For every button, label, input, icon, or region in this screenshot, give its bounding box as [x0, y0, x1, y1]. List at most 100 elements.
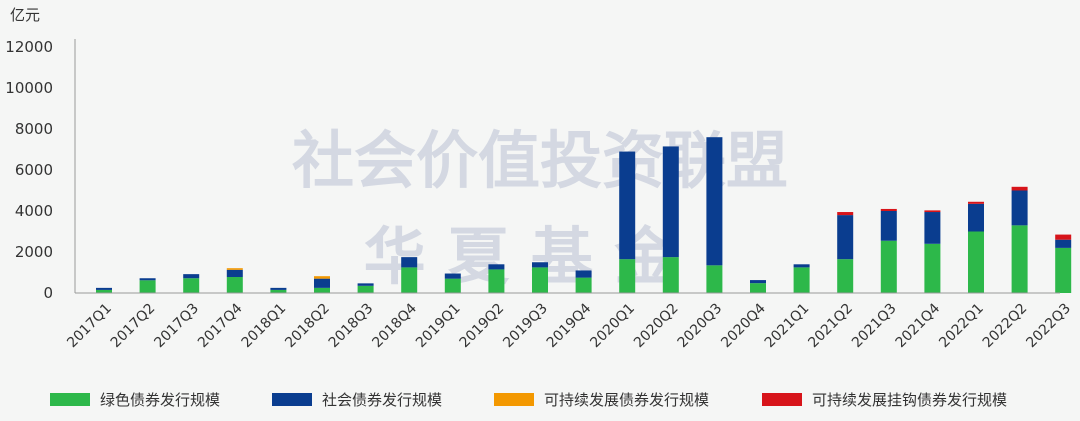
- legend: 绿色债券发行规模 社会债券发行规模 可持续发展债券发行规模 可持续发展挂钩债券发行规模: [50, 391, 1007, 409]
- bar-segment-series-0-2019Q3: [532, 267, 548, 293]
- bar-segment-series-0-2018Q2: [314, 287, 330, 293]
- y-tick-label: 6000: [15, 161, 53, 179]
- x-tick-label: 2022Q3: [1023, 301, 1074, 352]
- bar-segment-series-0-2022Q2: [1011, 225, 1028, 293]
- bar-segment-series-1-2019Q3: [532, 262, 548, 268]
- unit-label: 亿元: [10, 6, 40, 24]
- bar-segment-series-0-2022Q3: [1055, 247, 1072, 293]
- y-tick-label: 0: [43, 284, 53, 302]
- x-tick-label: 2018Q4: [369, 300, 420, 351]
- x-tick-label: 2021Q1: [762, 301, 813, 352]
- bar-segment-series-1-2019Q2: [488, 264, 505, 270]
- x-tick-label: 2021Q4: [893, 300, 944, 351]
- bar-segment-series-2-2018Q2: [314, 276, 330, 279]
- legend-swatch-3: [762, 393, 802, 406]
- x-tick-label: 2021Q3: [849, 301, 900, 352]
- bar-segment-series-0-2020Q2: [662, 257, 679, 293]
- bar-segment-series-1-2017Q4: [226, 269, 243, 278]
- bar-segment-series-0-2020Q3: [706, 265, 723, 293]
- x-tick-label: 2017Q3: [151, 301, 202, 352]
- legend-label-1: 社会债券发行规模: [322, 391, 442, 409]
- bar-segment-series-0-2018Q3: [357, 285, 374, 293]
- bar-segment-series-1-2020Q2: [662, 146, 679, 258]
- bar-segment-series-1-2019Q4: [575, 270, 592, 278]
- bar-segment-series-3-2021Q4: [924, 210, 941, 213]
- bar-segment-series-3-2021Q2: [837, 212, 854, 216]
- bar-segment-series-0-2017Q3: [183, 278, 200, 293]
- bar-segment-series-2-2017Q4: [226, 268, 243, 270]
- bar-segment-series-1-2017Q3: [183, 274, 200, 279]
- bar-segment-series-1-2021Q1: [793, 264, 810, 268]
- x-tick-label: 2017Q4: [195, 300, 246, 351]
- x-tick-label: 2018Q2: [282, 301, 333, 352]
- x-tick-label: 2019Q1: [413, 301, 464, 352]
- x-tick-label: 2020Q1: [587, 301, 638, 352]
- y-tick-label: 10000: [5, 79, 53, 97]
- bar-segment-series-1-2017Q1: [96, 287, 112, 290]
- x-tick-label: 2020Q2: [631, 301, 682, 352]
- bar-segment-series-1-2021Q4: [924, 212, 941, 244]
- bar-segment-series-0-2021Q4: [924, 243, 941, 293]
- bar-segment-series-1-2020Q1: [619, 151, 636, 260]
- x-tick-label: 2018Q1: [239, 301, 290, 352]
- bar-segment-series-0-2021Q2: [837, 259, 854, 293]
- bar-segment-series-1-2020Q4: [750, 280, 766, 284]
- legend-swatch-1: [272, 393, 312, 406]
- bar-segment-series-3-2022Q2: [1011, 186, 1028, 191]
- bar-segment-series-1-2018Q2: [314, 278, 330, 288]
- watermark-line-1: 社会价值投资联盟: [292, 124, 788, 197]
- x-tick-label: 2021Q2: [805, 301, 856, 352]
- y-tick-label: 4000: [15, 202, 53, 220]
- bar-segment-series-0-2019Q1: [444, 278, 461, 293]
- x-axis: 2017Q12017Q22017Q32017Q42018Q12018Q22018…: [64, 292, 1074, 352]
- bar-segment-series-0-2018Q4: [401, 267, 418, 293]
- y-tick-label: 8000: [15, 120, 53, 138]
- bar-segment-series-1-2019Q1: [444, 273, 461, 279]
- bar-segment-series-0-2020Q1: [619, 259, 636, 293]
- bar-segment-series-1-2022Q1: [968, 203, 984, 232]
- legend-swatch-2: [494, 393, 534, 406]
- x-tick-label: 2017Q1: [64, 301, 115, 352]
- bar-segment-series-0-2020Q4: [750, 283, 766, 293]
- x-tick-label: 2017Q2: [108, 301, 159, 352]
- bar-segment-series-1-2018Q1: [270, 287, 287, 290]
- legend-swatch-0: [50, 393, 90, 406]
- x-tick-label: 2022Q2: [980, 301, 1031, 352]
- x-tick-label: 2020Q4: [718, 300, 769, 351]
- bar-segment-series-3-2022Q3: [1055, 234, 1072, 240]
- bar-segment-series-0-2019Q2: [488, 269, 505, 293]
- bar-segment-series-0-2017Q2: [139, 280, 156, 293]
- legend-label-3: 可持续发展挂钩债券发行规模: [812, 391, 1007, 409]
- bar-segment-series-1-2017Q2: [139, 278, 156, 281]
- x-tick-label: 2020Q3: [675, 301, 726, 352]
- bar-segment-series-1-2021Q2: [837, 215, 854, 260]
- bar-segment-series-1-2022Q2: [1011, 190, 1028, 226]
- bar-segment-series-0-2019Q4: [575, 277, 592, 293]
- x-tick-label: 2019Q4: [544, 300, 595, 351]
- x-tick-label: 2019Q3: [500, 301, 551, 352]
- bar-segment-series-0-2017Q4: [226, 277, 243, 293]
- bar-segment-series-0-2022Q1: [968, 231, 984, 293]
- bar-segment-series-1-2020Q3: [706, 137, 723, 266]
- bars: [96, 137, 1072, 293]
- bar-segment-series-1-2018Q4: [401, 257, 418, 268]
- bar-segment-series-0-2017Q1: [96, 289, 112, 293]
- bar-segment-series-0-2018Q1: [270, 289, 287, 293]
- bar-segment-series-3-2022Q1: [968, 201, 984, 204]
- x-tick-label: 2022Q1: [936, 301, 987, 352]
- bar-segment-series-0-2021Q3: [880, 240, 897, 293]
- bar-segment-series-3-2021Q3: [880, 208, 897, 211]
- bar-segment-series-1-2018Q3: [357, 283, 374, 286]
- x-tick-label: 2019Q2: [457, 301, 508, 352]
- legend-label-2: 可持续发展债券发行规模: [544, 391, 709, 409]
- y-tick-label: 12000: [5, 38, 53, 56]
- bar-segment-series-1-2022Q3: [1055, 239, 1072, 248]
- y-tick-label: 2000: [15, 243, 53, 261]
- x-tick-label: 2018Q3: [326, 301, 377, 352]
- y-axis: 0 2000 4000 6000 8000 10000 12000: [5, 38, 76, 302]
- bar-segment-series-1-2021Q3: [880, 211, 897, 241]
- bar-segment-series-0-2021Q1: [793, 267, 810, 293]
- legend-label-0: 绿色债券发行规模: [100, 391, 220, 409]
